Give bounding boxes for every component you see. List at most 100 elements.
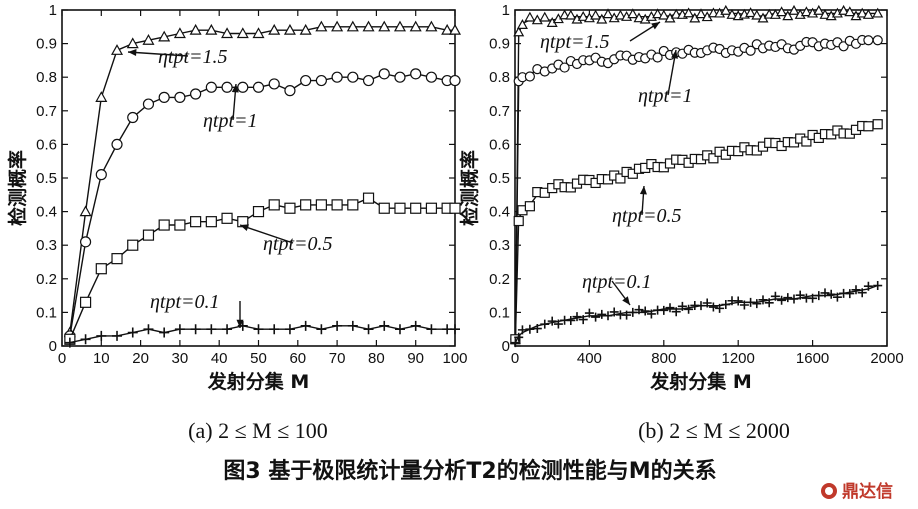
- data-point-square: [872, 119, 883, 130]
- x-tick-label: 1600: [796, 350, 829, 367]
- data-point-triangle: [142, 34, 155, 45]
- data-point-triangle: [670, 8, 682, 19]
- data-point-plus: [394, 324, 405, 335]
- data-point-circle: [449, 74, 461, 87]
- data-point-plus: [347, 320, 358, 331]
- data-point-circle: [221, 81, 233, 93]
- y-tick-label: 0.5: [36, 170, 57, 187]
- data-point-square: [158, 219, 170, 231]
- x-tick-label: 80: [368, 350, 385, 367]
- data-point-square: [315, 199, 327, 211]
- data-point-plus: [873, 281, 883, 291]
- data-point-triangle: [409, 20, 422, 32]
- data-point-plus: [253, 324, 264, 335]
- data-point-plus: [591, 312, 601, 322]
- data-point-circle: [190, 88, 202, 100]
- data-point-triangle: [788, 4, 800, 15]
- x-tick-label: 50: [250, 350, 267, 367]
- plot-frame: [61, 9, 456, 347]
- annotation-arrow-line: [127, 51, 189, 57]
- data-point-triangle: [683, 7, 695, 18]
- data-point-triangle: [268, 23, 281, 35]
- data-point-plus: [190, 324, 201, 335]
- arrowhead-icon: [651, 22, 660, 30]
- x-tick-label: 60: [289, 350, 306, 367]
- x-tick-label: 1200: [722, 350, 755, 367]
- data-point-plus: [863, 281, 873, 291]
- x-tick-label: 100: [442, 350, 467, 367]
- panel-b-caption: (b) 2 ≤ M ≤ 2000: [638, 418, 790, 443]
- data-point-plus: [696, 301, 706, 311]
- x-tick-label: 0: [58, 350, 66, 367]
- data-point-plus: [578, 315, 588, 325]
- data-point-square: [268, 199, 280, 211]
- annotation-label: ηtpt=1.5: [540, 31, 610, 53]
- data-point-circle: [559, 62, 570, 73]
- data-point-triangle: [844, 6, 856, 17]
- data-point-triangle: [95, 91, 108, 102]
- data-point-plus: [665, 303, 675, 313]
- arrowhead-icon: [240, 224, 249, 231]
- data-point-triangle: [652, 8, 664, 19]
- series-annotation: ηtpt=0.1: [150, 291, 244, 328]
- y-tick-label: 0.6: [36, 136, 57, 153]
- annotation-label: ηtpt=1.5: [158, 46, 228, 68]
- data-point-plus: [80, 334, 91, 345]
- series-annotation: ηtpt=1.5: [540, 21, 661, 53]
- data-point-triangle: [800, 6, 812, 17]
- y-tick-label: 0: [502, 338, 510, 355]
- data-point-plus: [634, 305, 644, 315]
- arrowhead-icon: [639, 186, 647, 195]
- data-point-circle: [410, 68, 422, 80]
- data-point-square: [205, 216, 217, 228]
- data-point-plus: [159, 327, 170, 338]
- data-point-square: [378, 202, 390, 214]
- arrowhead-icon: [622, 296, 630, 305]
- annotation-arrow-line: [239, 224, 294, 244]
- data-point-plus: [795, 290, 805, 300]
- data-point-plus: [659, 305, 669, 315]
- data-point-plus: [622, 310, 632, 320]
- data-point-triangle: [627, 8, 639, 19]
- data-point-square: [425, 202, 438, 214]
- series-circle: [64, 68, 461, 342]
- y-tick-label: 0.7: [489, 103, 510, 120]
- data-point-triangle: [441, 23, 454, 35]
- data-point-square: [221, 212, 233, 224]
- data-point-square: [331, 199, 343, 211]
- series-line: [69, 325, 455, 344]
- y-tick-label: 0.9: [36, 36, 57, 53]
- data-point-circle: [158, 91, 170, 103]
- data-point-circle: [863, 35, 874, 46]
- data-point-circle: [524, 71, 535, 82]
- data-point-plus: [572, 312, 582, 322]
- x-tick-label: 2000: [870, 350, 903, 367]
- data-point-triangle: [614, 9, 626, 20]
- data-point-triangle: [299, 23, 312, 35]
- data-point-triangle: [559, 9, 571, 20]
- panel-a-caption: (a) 2 ≤ M ≤ 100: [188, 418, 328, 443]
- y-tick-label: 0.4: [36, 204, 57, 221]
- data-point-square: [347, 199, 359, 211]
- data-point-triangle: [763, 8, 775, 19]
- data-point-plus: [547, 316, 557, 326]
- y-axis-label: 检测概率: [6, 150, 29, 226]
- data-point-square: [801, 136, 812, 147]
- data-point-square: [190, 216, 202, 228]
- data-point-circle: [331, 71, 343, 83]
- data-point-plus: [332, 320, 343, 331]
- data-point-circle: [205, 81, 217, 93]
- data-point-plus: [450, 324, 460, 335]
- data-point-triangle: [205, 23, 218, 35]
- annotation-label: ηtpt=0.1: [582, 271, 652, 293]
- data-point-plus: [540, 319, 550, 329]
- data-point-square: [524, 201, 535, 212]
- data-point-triangle: [590, 9, 602, 20]
- annotation-label: ηtpt=0.1: [150, 291, 220, 313]
- data-point-triangle: [633, 12, 645, 23]
- data-point-circle: [347, 71, 359, 83]
- data-point-plus: [832, 292, 842, 302]
- series-triangle: [509, 4, 884, 344]
- x-tick-label: 10: [93, 350, 110, 367]
